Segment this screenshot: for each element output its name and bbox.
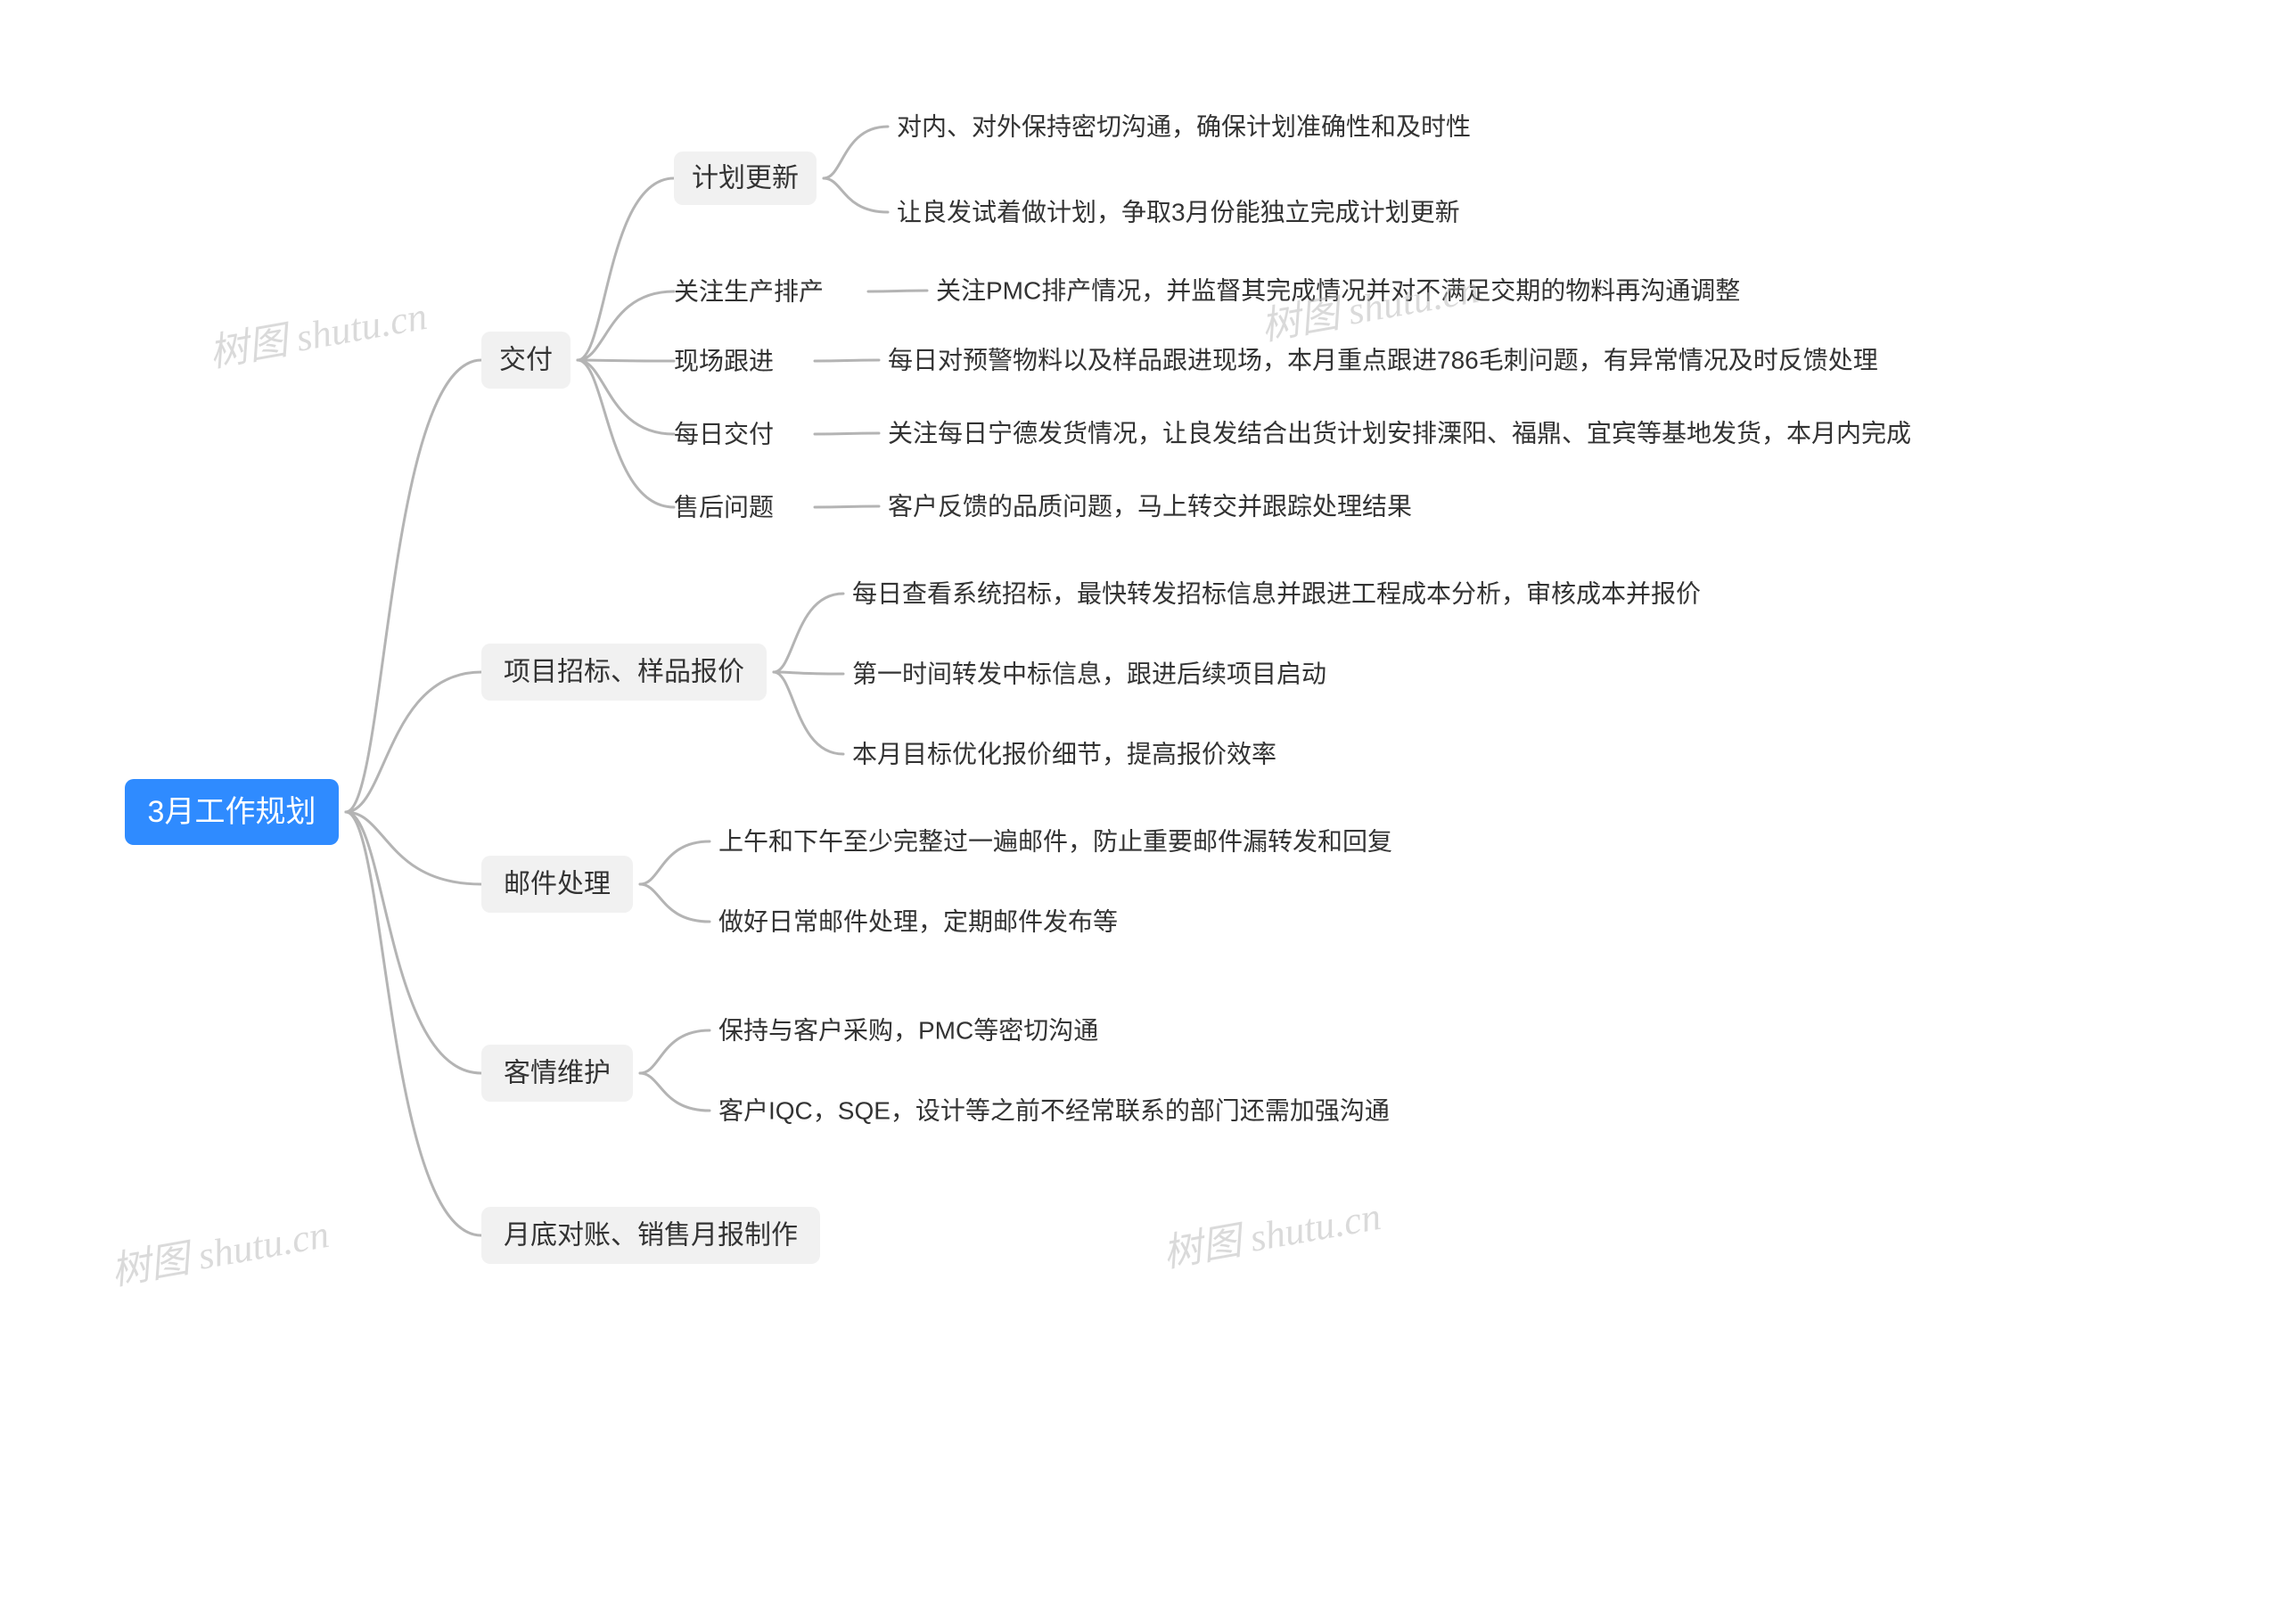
branch-delivery[interactable]: 交付 [481,332,570,389]
branch-delivery-label: 交付 [499,346,553,375]
sub-daily-delivery: 每日交付 [674,421,774,448]
branch-email[interactable]: 邮件处理 [481,856,633,913]
connector-line [640,884,710,922]
leaf-customer-0: 保持与客户采购，PMC等密切沟通 [718,1017,1098,1045]
connector-line [824,127,888,178]
connector-line [346,812,481,884]
connector-line [815,506,879,507]
branch-bidding[interactable]: 项目招标、样品报价 [481,644,767,701]
connector-line [578,360,674,361]
connector-line [815,360,879,361]
leaf-daily-delivery-0: 关注每日宁德发货情况，让良发结合出货计划安排溧阳、福鼎、宜宾等基地发货，本月内完… [888,420,1911,447]
leaf-bidding-2: 本月目标优化报价细节，提高报价效率 [852,741,1276,768]
mindmap-canvas: 3月工作规划 交付 计划更新 对内、对外保持密切沟通，确保计划准确性和及时性让良发试着… [0,0,2282,1624]
connector-line [346,672,481,812]
branch-customer[interactable]: 客情维护 [481,1045,633,1102]
connector-line [815,433,879,434]
leaf-plan-update-0: 对内、对外保持密切沟通，确保计划准确性和及时性 [897,113,1471,141]
leaf-bidding-0: 每日查看系统招标，最快转发招标信息并跟进工程成本分析，审核成本并报价 [852,580,1701,608]
connector-line [346,360,481,812]
sub-plan-update[interactable]: 计划更新 [674,152,817,205]
sub-prod-schedule: 关注生产排产 [674,278,824,306]
connector-line [774,594,843,672]
connector-line [578,178,674,360]
branch-monthly[interactable]: 月底对账、销售月报制作 [481,1207,820,1264]
leaf-onsite-follow-0: 每日对预警物料以及样品跟进现场，本月重点跟进786毛刺问题，有异常情况及时反馈处… [888,347,1878,374]
leaf-email-0: 上午和下午至少完整过一遍邮件，防止重要邮件漏转发和回复 [718,828,1392,856]
leaf-prod-schedule-0: 关注PMC排产情况，并监督其完成情况并对不满足交期的物料再沟通调整 [936,277,1740,305]
sub-plan-update-label: 计划更新 [692,164,799,193]
leaf-plan-update-1: 让良发试着做计划，争取3月份能独立完成计划更新 [897,199,1460,226]
connector-line [774,672,843,674]
sub-onsite-follow: 现场跟进 [674,348,774,375]
connector-line [578,360,674,434]
sub-after-sales: 售后问题 [674,494,774,521]
root-node[interactable]: 3月工作规划 [125,779,339,845]
connector-line [640,1073,710,1111]
leaf-customer-1: 客户IQC，SQE，设计等之前不经常联系的部门还需加强沟通 [718,1097,1390,1125]
connector-line [640,1030,710,1073]
leaf-bidding-1: 第一时间转发中标信息，跟进后续项目启动 [852,660,1326,688]
connector-line [578,291,674,360]
branch-email-label: 邮件处理 [504,870,611,899]
connector-line [346,812,481,1235]
branch-bidding-label: 项目招标、样品报价 [504,658,744,687]
leaf-after-sales-0: 客户反馈的品质问题，马上转交并跟踪处理结果 [888,493,1412,521]
connector-line [640,841,710,884]
root-node-label: 3月工作规划 [148,795,316,829]
branch-customer-label: 客情维护 [504,1059,611,1088]
leaf-email-1: 做好日常邮件处理，定期邮件发布等 [718,908,1118,936]
branch-monthly-label: 月底对账、销售月报制作 [504,1221,798,1251]
connector-line [774,672,843,754]
connector-line [824,178,888,212]
